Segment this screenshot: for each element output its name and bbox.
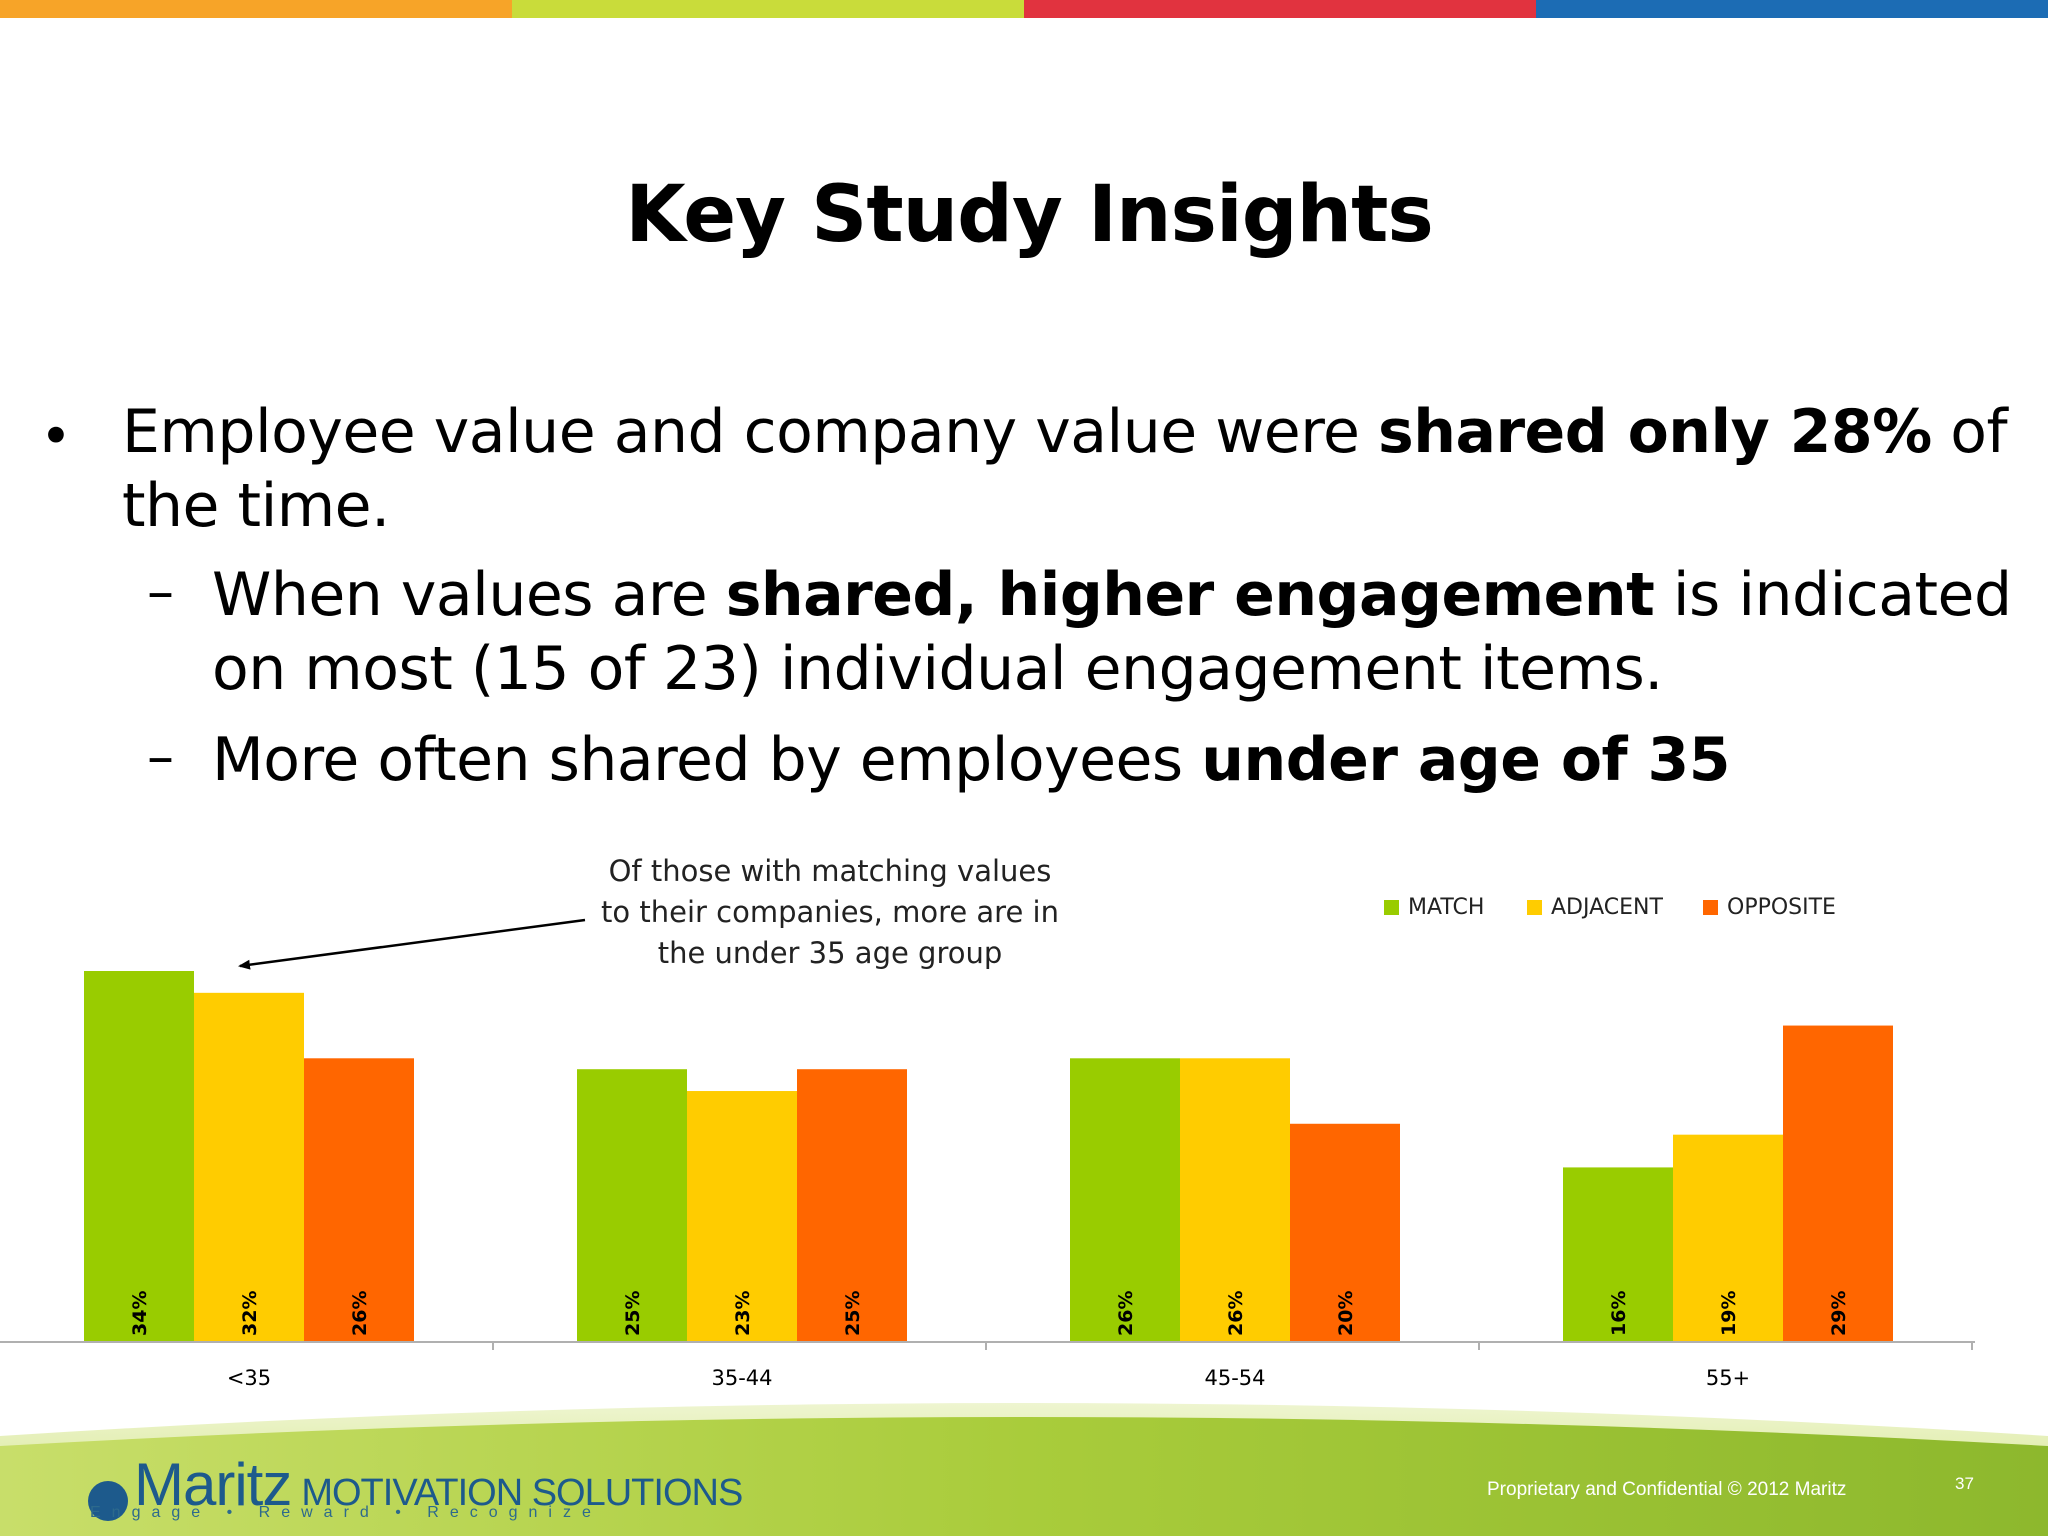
bar-adjacent-0 [194, 992, 304, 1342]
logo-subtitle: MOTIVATION SOLUTIONS [301, 1472, 743, 1514]
data-label-opposite-0: 26% [349, 1291, 371, 1336]
legend-swatch-match [1384, 900, 1399, 915]
sub-bullet-1-text-b: is indicated [1654, 560, 2012, 630]
bullet-dot: • [40, 405, 72, 468]
stripe-green [512, 0, 1024, 18]
stripe-orange [0, 0, 512, 18]
slide-title: Key Study Insights [625, 170, 1434, 260]
sub-bullet-dash: – [147, 560, 174, 623]
data-label-adjacent-2: 26% [1225, 1291, 1247, 1336]
category-label-3: 55+ [1706, 1366, 1750, 1390]
confidential-notice: Proprietary and Confidential © 2012 Mari… [1487, 1479, 1847, 1500]
sub-bullet-1-text-a: When values are [212, 560, 726, 630]
bar-labels-group: 34% 32% 26% 25% 23% 25% 26% 26% 20% 16% 19% 29% [129, 1291, 1850, 1336]
x-ticks [492, 1342, 1973, 1350]
sub-bullet-1-line-1: When values are shared, higher engagemen… [212, 558, 2012, 632]
legend-label-adjacent: ADJACENT [1551, 895, 1663, 920]
stripe-blue [1536, 0, 2048, 18]
page-number: 37 [1955, 1474, 1974, 1493]
stripe-red [1024, 0, 1536, 18]
sub-bullet-2-line-1: More often shared by employees under age… [212, 723, 1731, 797]
bar-adjacent-2 [1180, 1058, 1290, 1342]
bars-group [84, 971, 1893, 1342]
bar-match-3 [1563, 1167, 1673, 1342]
bullet-1-text-b: of [1931, 397, 2008, 467]
bar-opposite-1 [797, 1069, 907, 1342]
data-label-match-0: 34% [129, 1291, 151, 1336]
bullet-1-text-a: Employee value and company value were [122, 397, 1379, 467]
globe-icon [88, 1480, 128, 1521]
sub-bullet-2-text-a: More often shared by employees [212, 725, 1202, 795]
x-tick-labels: <35 35-44 45-54 55+ [227, 1366, 1750, 1390]
legend-swatch-opposite [1703, 900, 1718, 915]
data-label-opposite-3: 29% [1828, 1291, 1850, 1336]
sub-bullet-1-line-2: on most (15 of 23) individual engagement… [212, 634, 1663, 704]
legend-label-opposite: OPPOSITE [1727, 895, 1836, 920]
sub-bullet-2-emphasis: under age of 35 [1201, 725, 1731, 795]
data-label-match-1: 25% [622, 1291, 644, 1336]
category-label-2: 45-54 [1204, 1366, 1265, 1390]
annotation-arrow [238, 918, 586, 970]
legend-label-match: MATCH [1408, 895, 1484, 920]
data-label-match-2: 26% [1115, 1291, 1137, 1336]
top-color-stripe [0, 0, 2048, 18]
bar-opposite-3 [1783, 1025, 1893, 1342]
bar-match-2 [1070, 1058, 1180, 1342]
bar-chart: 34% 32% 26% 25% 23% 25% 26% 26% 20% 16% 19% 29% <35… [0, 854, 1975, 1390]
category-label-1: 35-44 [711, 1366, 772, 1390]
bar-adjacent-3 [1673, 1134, 1783, 1342]
footer-band [0, 1403, 2048, 1536]
sub-bullet-1-emphasis: shared, higher engagement [725, 560, 1655, 630]
data-label-opposite-2: 20% [1335, 1291, 1357, 1336]
bar-adjacent-1 [687, 1091, 797, 1342]
annotation-line-2: to their companies, more are in [601, 895, 1059, 929]
data-label-opposite-1: 25% [842, 1291, 864, 1336]
category-label-0: <35 [227, 1366, 271, 1390]
maritz-logo: Maritz MOTIVATION SOLUTIONS [88, 1450, 743, 1521]
logo-brand: Maritz [134, 1451, 292, 1518]
sub-bullet-dash: – [147, 725, 174, 788]
bullet-1-line-1: Employee value and company value were sh… [122, 395, 2008, 469]
legend: MATCH ADJACENT OPPOSITE [1384, 895, 1836, 920]
bullet-1-line-2: the time. [122, 471, 390, 541]
data-label-adjacent-0: 32% [239, 1291, 261, 1336]
bullet-1-emphasis: shared only 28% [1378, 397, 1932, 467]
data-label-adjacent-3: 19% [1718, 1291, 1740, 1336]
annotation-line-3: the under 35 age group [658, 936, 1003, 970]
data-label-adjacent-1: 23% [732, 1291, 754, 1336]
bar-match-1 [577, 1069, 687, 1342]
legend-swatch-adjacent [1527, 900, 1542, 915]
data-label-match-3: 16% [1608, 1291, 1630, 1336]
bar-opposite-2 [1290, 1123, 1400, 1342]
annotation-line-1: Of those with matching values [609, 854, 1052, 888]
logo-tagline: Engage • Reward • Recognize [90, 1504, 602, 1521]
bar-opposite-0 [304, 1058, 414, 1342]
bar-match-0 [84, 971, 194, 1342]
